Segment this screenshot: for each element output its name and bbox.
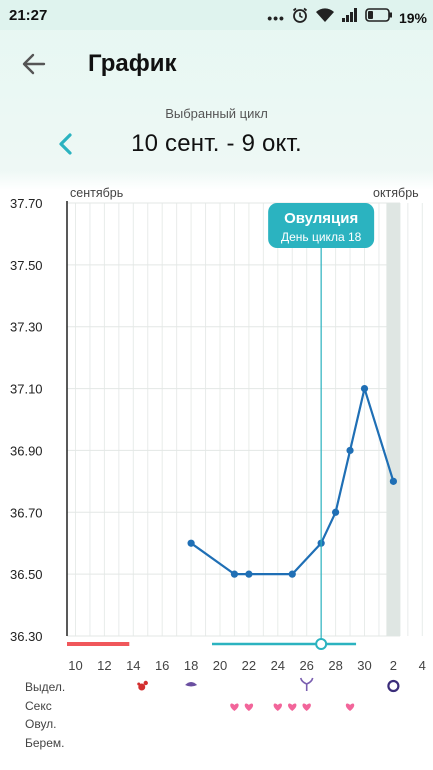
signal-icon — [341, 7, 359, 28]
row-label: Овул. — [25, 717, 57, 731]
y-tick-label: 36.30 — [10, 629, 43, 644]
cycle-range: 10 сент. - 9 окт. — [131, 130, 302, 157]
y-tick-label: 36.50 — [10, 567, 43, 582]
month-label-right: октябрь — [373, 186, 419, 200]
ovulation-subtitle: День цикла 18 — [281, 230, 362, 244]
row-label: Берем. — [25, 736, 64, 750]
arrow-left-icon — [22, 53, 46, 75]
ovulation-marker[interactable]: Овуляция День цикла 18 — [268, 203, 375, 644]
status-time: 21:27 — [9, 7, 48, 24]
sprout-icon — [299, 677, 314, 691]
temperature-point — [332, 508, 340, 516]
x-tick-label: 28 — [328, 658, 342, 673]
y-tick-label: 36.70 — [10, 505, 43, 520]
temperature-point — [360, 384, 369, 393]
x-tick-label: 10 — [68, 658, 82, 673]
x-tick-label: 14 — [126, 658, 140, 673]
chart-axes: 37.70 37.50 37.30 37.10 36.90 36.70 36.50 36.30… — [10, 186, 426, 673]
eye-shape-icon — [185, 682, 198, 687]
cycle-caption: Выбранный цикл — [165, 106, 268, 121]
more-dots-icon: ••• — [267, 9, 285, 26]
status-bar: 21:27 ••• 19% — [0, 0, 433, 30]
x-tick-label: 20 — [213, 658, 227, 673]
back-button[interactable] — [18, 48, 50, 80]
legend-rows: Выдел. Секс Овул. Берем. — [25, 677, 400, 750]
status-icons: ••• 19% — [267, 6, 427, 29]
x-tick-label: 2 — [390, 658, 397, 673]
chart-highlights — [386, 203, 401, 636]
highlight-day-column — [386, 203, 401, 636]
wifi-icon — [315, 7, 335, 28]
heart-icon — [273, 703, 282, 711]
cycle-phase-bar — [67, 638, 357, 650]
heart-icon — [230, 703, 239, 711]
x-tick-label: 22 — [242, 658, 256, 673]
heart-icon — [345, 703, 355, 711]
y-tick-label: 37.10 — [10, 382, 43, 397]
y-tick-label: 36.90 — [10, 443, 43, 458]
heart-icon — [244, 703, 254, 711]
x-tick-label: 12 — [97, 658, 111, 673]
heart-icon — [302, 703, 311, 711]
temperature-point — [288, 570, 296, 578]
page-title: График — [88, 50, 177, 77]
ovulation-day-marker — [315, 638, 328, 650]
temperature-point — [230, 570, 239, 578]
x-tick-label: 26 — [299, 658, 313, 673]
y-tick-label: 37.70 — [10, 196, 43, 211]
chevron-left-icon — [59, 133, 72, 155]
temperature-point — [346, 446, 354, 455]
battery-percent: 19% — [398, 9, 427, 26]
row-label: Секс — [25, 699, 52, 713]
ring-icon — [387, 679, 400, 693]
temperature-point — [245, 570, 253, 578]
battery-icon — [365, 8, 393, 27]
x-tick-label: 18 — [184, 658, 198, 673]
chart-grid — [67, 202, 423, 637]
temperature-chart: 37.70 37.50 37.30 37.10 36.90 36.70 36.50 36.30… — [10, 186, 426, 750]
y-tick-label: 37.30 — [10, 320, 43, 335]
heart-icon — [288, 703, 297, 711]
x-tick-label: 24 — [271, 658, 285, 673]
app-bar: График — [0, 30, 433, 96]
x-tick-label: 30 — [357, 658, 371, 673]
y-tick-label: 37.50 — [10, 258, 43, 273]
x-tick-label: 4 — [419, 658, 426, 673]
alarm-icon — [291, 6, 309, 29]
temperature-point — [187, 539, 195, 547]
ovulation-bubble — [268, 203, 375, 248]
ovulation-title: Овуляция — [284, 210, 358, 227]
month-label-left: сентябрь — [70, 186, 123, 200]
row-label: Выдел. — [25, 680, 65, 694]
blood-drop-icon — [137, 680, 148, 691]
prev-cycle-button[interactable] — [54, 130, 78, 158]
temperature-point — [389, 477, 397, 485]
x-tick-label: 16 — [155, 658, 169, 673]
